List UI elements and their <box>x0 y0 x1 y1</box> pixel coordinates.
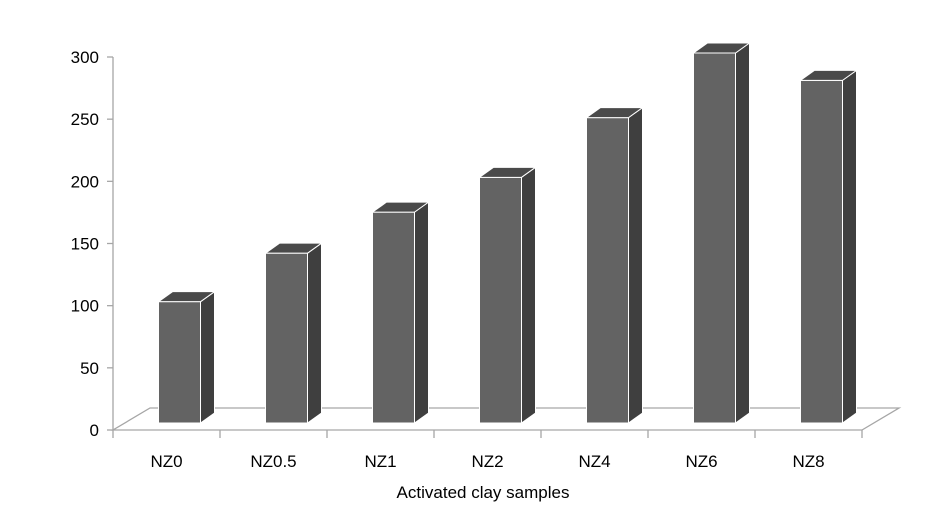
bar <box>158 291 215 424</box>
bar-top <box>586 107 643 119</box>
bar-side <box>521 166 536 424</box>
y-tick-label: 200 <box>71 172 99 191</box>
x-tick-label: NZ6 <box>685 452 717 471</box>
bar-side <box>414 201 429 424</box>
bar-top <box>693 42 750 54</box>
bar-front <box>693 52 736 424</box>
bar <box>586 107 643 424</box>
bar-top <box>800 69 857 81</box>
labels-layer: 0 50 100 150 200 250 300 NZ0 NZ0.5 NZ1 NZ2 NZ4 NZ6 NZ… <box>71 48 825 471</box>
bar-top <box>158 291 215 303</box>
bar <box>800 69 857 424</box>
x-tick-label: NZ1 <box>364 452 396 471</box>
bar <box>372 201 429 424</box>
bar <box>265 242 322 424</box>
bar-side <box>735 42 750 424</box>
bar-side <box>628 107 643 424</box>
bar-front <box>479 176 522 424</box>
y-tick-label: 50 <box>80 359 99 378</box>
bar-side <box>200 291 215 424</box>
x-axis-title: Activated clay samples <box>397 483 570 502</box>
bar-front <box>800 79 843 424</box>
y-tick-label: 300 <box>71 48 99 67</box>
x-tick-label: NZ0.5 <box>250 452 296 471</box>
x-tick-label: NZ0 <box>150 452 182 471</box>
y-tick-label: 0 <box>90 421 99 440</box>
x-tick-label: NZ2 <box>471 452 503 471</box>
bar-front <box>265 252 308 424</box>
bar-front <box>586 117 629 424</box>
bar-front <box>372 211 415 424</box>
bar <box>479 166 536 424</box>
y-tick-label: 150 <box>71 235 99 254</box>
bar-side <box>842 69 857 424</box>
x-tick-label: NZ4 <box>578 452 610 471</box>
y-tick-label: 100 <box>71 297 99 316</box>
axis-layer <box>107 56 863 438</box>
bar-top <box>265 242 322 254</box>
bar-top <box>479 166 536 178</box>
bar <box>693 42 750 424</box>
bar-front <box>158 301 201 424</box>
bars-layer <box>158 42 857 424</box>
bar-side <box>307 242 322 424</box>
y-tick-label: 250 <box>71 110 99 129</box>
x-tick-label: NZ8 <box>792 452 824 471</box>
bar-top <box>372 201 429 213</box>
